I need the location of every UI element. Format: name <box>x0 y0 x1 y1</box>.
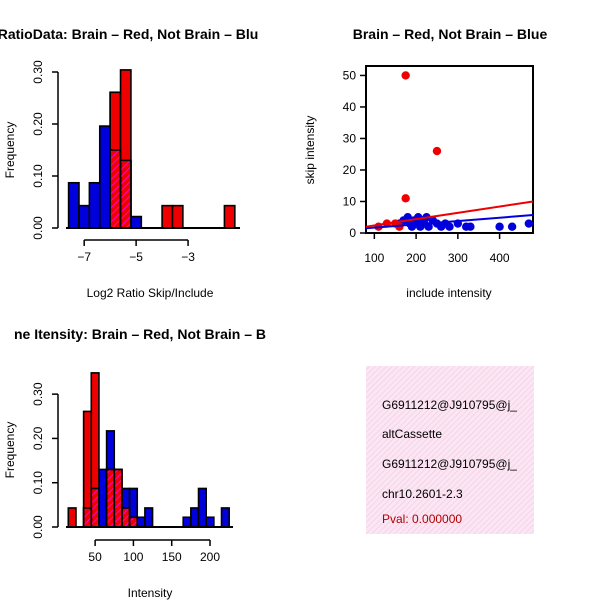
intensity-bar-not-brain-9 <box>182 516 192 528</box>
info-panel: G6911212@J910795@j_ altCassette G6911212… <box>366 366 534 534</box>
scatter-fit-line-brain <box>365 200 534 228</box>
ratio-y-label: Frequency <box>3 122 17 179</box>
intensity-y-axis: 0.00 0.10 0.20 0.30 <box>31 382 59 539</box>
intensity-y-tick-label-2: 0.20 <box>31 426 45 450</box>
ratio-bar-not-brain-6 <box>130 215 143 229</box>
intensity-x-tick-label-0: 50 <box>88 550 102 564</box>
ratio-x-tick-label-2: −3 <box>181 250 195 264</box>
intensity-bar-not-brain-13 <box>220 507 230 528</box>
intensity-y-label: Frequency <box>3 422 17 479</box>
intensity-bar-not-brain-12 <box>205 516 215 528</box>
intensity-bar-not-brain-8 <box>144 507 154 528</box>
intensity-x-tick-label-2: 150 <box>162 550 182 564</box>
intensity-bar-overlap-1 <box>90 487 100 528</box>
info-line-2: altCassette <box>382 427 442 441</box>
scatter-point-not-brain-22 <box>507 222 517 231</box>
scatter-y-tick-label-3: 30 <box>343 131 357 145</box>
scatter-points <box>365 71 534 231</box>
ratio-y-tick-label-1: 0.10 <box>31 164 45 188</box>
ratio-y-axis: 0.00 0.10 0.20 0.30 <box>31 60 59 240</box>
intensity-bar-overlap-3 <box>113 468 123 528</box>
scatter-point-brain-2 <box>432 146 442 156</box>
intensity-x-axis: 50 100 150 200 <box>88 539 220 564</box>
scatter-point-brain-0 <box>401 71 410 80</box>
scatter-plot: Brain – Red, Not Brain – Blue 100 200 300 4… <box>303 26 547 300</box>
scatter-x-axis: 100 200 300 400 <box>364 233 510 265</box>
ratio-y-tick-label-0: 0.00 <box>31 216 45 240</box>
intensity-y-tick-label-3: 0.30 <box>31 382 45 406</box>
info-line-4: chr10.2601-2.3 <box>382 487 463 501</box>
intensity-bars <box>67 372 230 528</box>
intensity-bar-overlap-5 <box>128 516 139 528</box>
scatter-y-tick-label-5: 50 <box>343 68 357 82</box>
scatter-x-label: include intensity <box>406 286 491 300</box>
ratio-bar-brain-3 <box>171 204 184 229</box>
intensity-bar-overlap-4 <box>121 507 131 528</box>
ratio-x-tick-label-1: −5 <box>129 250 143 264</box>
intensity-bar-not-brain-11 <box>197 487 207 528</box>
ratio-histogram: RatioData: Brain – Red, Not Brain – Blu … <box>0 26 258 300</box>
info-pval: Pval: 0.000000 <box>382 512 462 526</box>
intensity-bar-overlap-0 <box>82 507 93 528</box>
ratio-bar-not-brain-0 <box>67 181 80 229</box>
scatter-plot-frame <box>365 65 534 234</box>
info-line-3: G6911212@J910795@j_ <box>382 457 517 471</box>
scatter-title: Brain – Red, Not Brain – Blue <box>353 26 548 42</box>
ratio-bar-overlap-0 <box>109 149 122 229</box>
scatter-y-label: skip intensity <box>303 116 317 185</box>
intensity-bar-overlap-2 <box>105 468 116 528</box>
info-panel-text-clip: G6911212@J910795@j_ altCassette G6911212… <box>382 398 517 526</box>
scatter-x-tick-label-1: 200 <box>406 251 426 265</box>
scatter-point-not-brain-12 <box>424 222 433 231</box>
ratio-y-tick-label-2: 0.20 <box>31 112 45 136</box>
intensity-x-label: Intensity <box>128 586 173 600</box>
ratio-bar-brain-2 <box>161 204 174 229</box>
scatter-point-not-brain-17 <box>445 222 454 231</box>
scatter-x-tick-label-0: 100 <box>364 251 384 265</box>
intensity-histogram: ne Itensity: Brain – Red, Not Brain – B … <box>3 326 266 600</box>
scatter-x-tick-label-2: 300 <box>448 251 468 265</box>
scatter-fit-line-not-brain <box>365 214 534 230</box>
scatter-point-not-brain-23 <box>524 219 534 228</box>
ratio-y-tick-label-3: 0.30 <box>31 60 45 84</box>
scatter-y-tick-label-0: 0 <box>349 226 356 240</box>
ratio-bar-overlap-1 <box>119 159 132 229</box>
ratio-x-tick-label-0: −7 <box>77 250 91 264</box>
info-line-1: G6911212@J910795@j_ <box>382 398 517 412</box>
scatter-point-not-brain-21 <box>495 222 504 231</box>
scatter-y-axis: 0 10 20 30 40 50 <box>343 68 366 240</box>
intensity-bar-not-brain-10 <box>190 507 200 528</box>
ratio-bar-not-brain-3 <box>98 125 111 229</box>
ratio-x-axis: −7 −5 −3 <box>77 239 195 264</box>
intensity-x-tick-label-1: 100 <box>123 550 143 564</box>
intensity-x-tick-label-3: 200 <box>200 550 220 564</box>
scatter-y-tick-label-2: 20 <box>343 163 357 177</box>
intensity-bar-brain-0 <box>67 507 77 528</box>
ratio-title: RatioData: Brain – Red, Not Brain – Blu <box>0 26 258 42</box>
ratio-bar-not-brain-2 <box>88 181 101 229</box>
ratio-bar-not-brain-1 <box>78 204 91 229</box>
ratio-x-label: Log2 Ratio Skip/Include <box>87 286 214 300</box>
ratio-bars <box>67 69 236 229</box>
ratio-bar-brain-4 <box>223 204 236 229</box>
intensity-y-tick-label-1: 0.10 <box>31 471 45 495</box>
info-panel-texture <box>366 366 534 534</box>
scatter-x-tick-label-3: 400 <box>490 251 510 265</box>
intensity-title: ne Itensity: Brain – Red, Not Brain – B <box>14 326 266 342</box>
intensity-bar-not-brain-2 <box>98 468 108 528</box>
scatter-y-tick-label-1: 10 <box>343 194 357 208</box>
intensity-y-tick-label-0: 0.00 <box>31 515 45 539</box>
scatter-point-brain-1 <box>401 194 410 203</box>
intensity-bar-not-brain-7 <box>136 516 146 528</box>
scatter-y-tick-label-4: 40 <box>343 100 357 114</box>
scatter-point-not-brain-20 <box>466 222 475 231</box>
